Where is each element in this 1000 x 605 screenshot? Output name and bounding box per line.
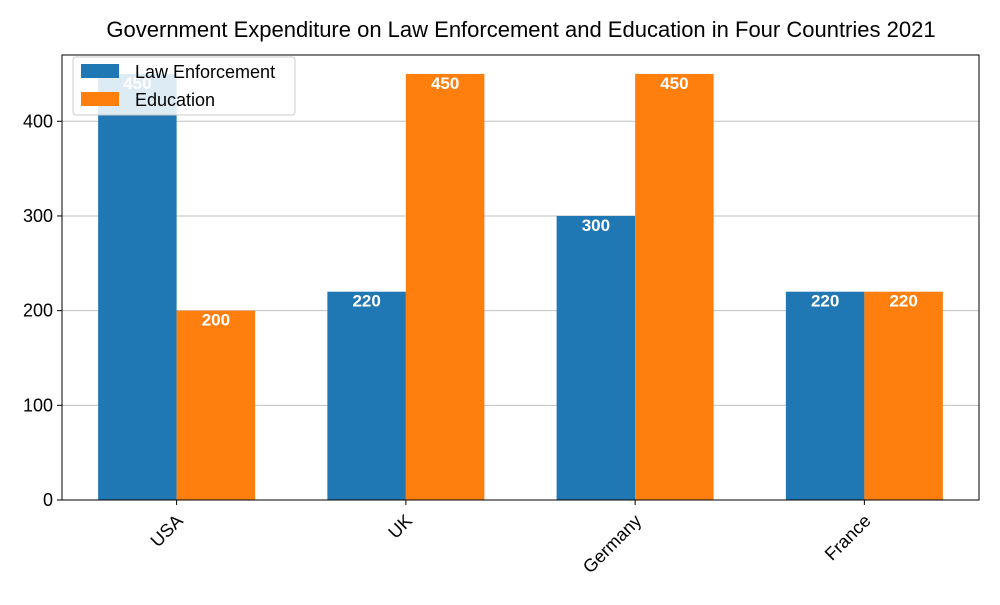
legend-label-law-enforcement: Law Enforcement [135,62,275,82]
legend-swatch-law-enforcement [81,64,119,78]
bar-value-label: 220 [811,292,839,311]
bar-uk-education [405,73,485,501]
bar-usa-education [176,310,256,500]
legend-swatch-education [81,92,119,106]
bar-value-label: 450 [431,74,459,93]
bars [98,73,943,501]
y-tick-label-300: 300 [23,206,53,226]
y-tick-label-100: 100 [23,395,53,415]
x-tick-label-france: France [821,511,875,565]
legend: Law Enforcement Education [72,56,296,116]
bar-germany-education [635,73,714,501]
bar-value-label: 220 [352,292,380,311]
y-tick-label-0: 0 [43,490,53,510]
x-tick-label-usa: USA [147,511,187,551]
bar-value-label: 200 [202,311,230,330]
bar-france-law-enforcement [785,291,865,500]
bar-value-label: 300 [582,216,610,235]
x-tick-label-uk: UK [384,511,416,543]
bar-value-label: 450 [660,74,688,93]
legend-box [72,56,296,116]
x-tick-label-germany: Germany [579,511,645,577]
plot-frame [61,54,980,501]
bar-france-education [864,291,943,500]
bar-uk-law-enforcement [327,291,406,500]
y-tick-label-200: 200 [23,301,53,321]
y-axis: 0 100 200 300 400 [23,111,62,510]
bar-germany-law-enforcement [556,215,636,500]
y-tick-label-400: 400 [23,111,53,131]
bar-usa-law-enforcement [98,73,177,501]
x-axis: USA UK Germany France [147,500,875,577]
bar-value-label: 220 [889,292,917,311]
chart-title: Government Expenditure on Law Enforcemen… [106,17,935,42]
legend-label-education: Education [135,90,215,110]
